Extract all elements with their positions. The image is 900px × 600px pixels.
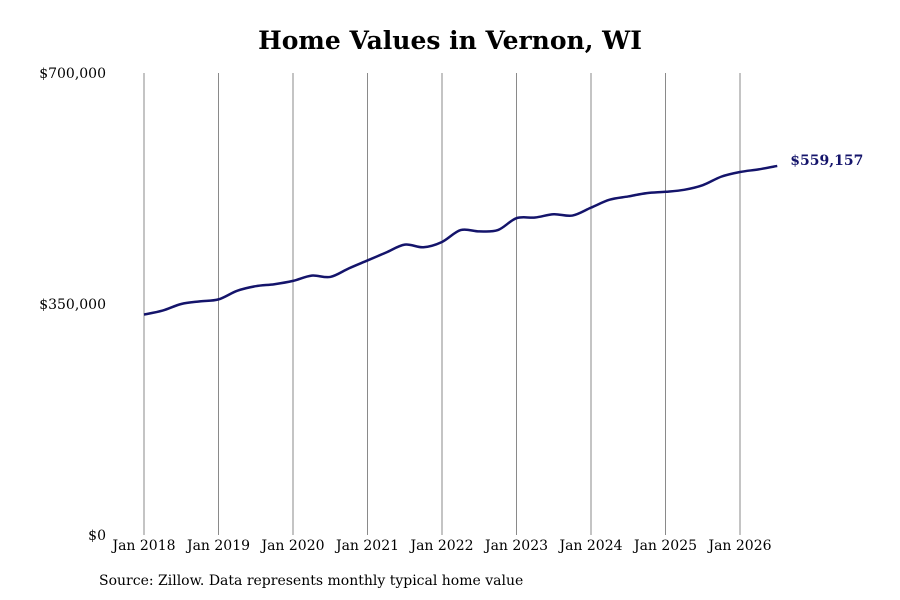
end-label-layer: $559,157	[790, 153, 863, 169]
x-tick-label: Jan 2026	[706, 538, 771, 554]
x-axis-ticks: Jan 2018 Jan 2019 Jan 2020 Jan 2021 Jan 2022…	[110, 538, 771, 554]
series-line	[143, 164, 778, 316]
y-tick-label: $700,000	[39, 66, 106, 82]
x-tick-label: Jan 2019	[185, 538, 250, 554]
x-tick-label: Jan 2021	[334, 538, 399, 554]
series-layer	[143, 164, 778, 316]
x-tick-label: Jan 2020	[259, 538, 324, 554]
y-tick-label: $350,000	[39, 297, 106, 313]
x-tick-label: Jan 2023	[483, 538, 548, 554]
y-tick-label: $0	[88, 528, 106, 544]
source-note: Source: Zillow. Data represents monthly …	[99, 573, 524, 589]
gridlines	[143, 73, 741, 535]
end-value-label: $559,157	[790, 153, 863, 169]
chart-title: Home Values in Vernon, WI	[258, 26, 642, 55]
x-tick-label: Jan 2018	[110, 538, 175, 554]
x-tick-label: Jan 2022	[408, 538, 473, 554]
x-tick-label: Jan 2024	[557, 538, 622, 554]
x-tick-label: Jan 2025	[632, 538, 697, 554]
y-axis-ticks: $0 $350,000 $700,000	[39, 66, 106, 544]
